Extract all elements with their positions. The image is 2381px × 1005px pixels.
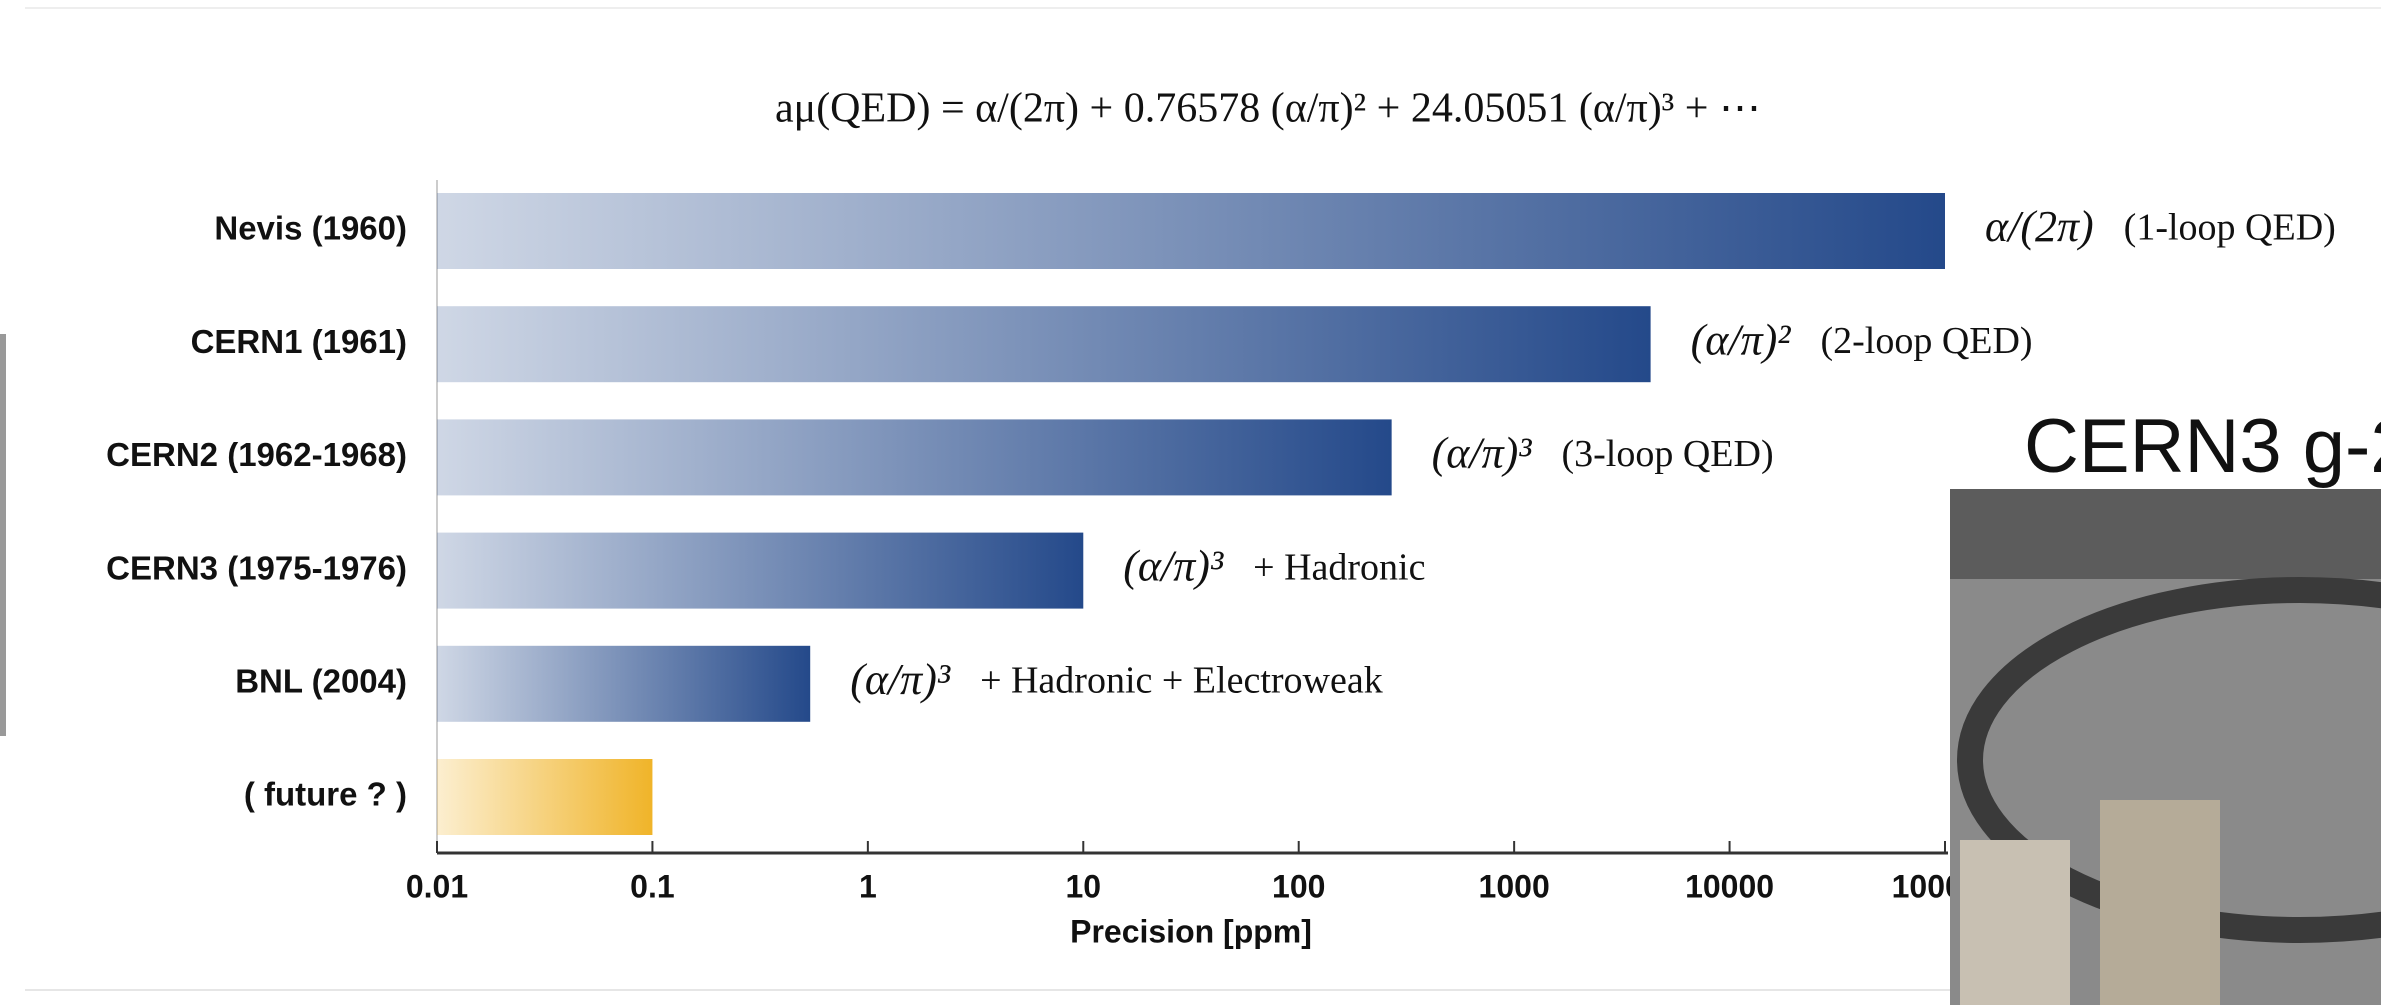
side-frame (0, 334, 6, 736)
bar (437, 306, 1651, 382)
x-tick-label: 10000 (1685, 868, 1774, 904)
bar (437, 193, 1945, 269)
x-tick-label: 1000 (1479, 868, 1550, 904)
annotation-note: (2-loop QED) (1820, 320, 2032, 362)
category-label: BNL (2004) (235, 663, 407, 700)
x-axis-label: Precision [ppm] (1070, 913, 1312, 949)
x-tick-label: 10 (1065, 868, 1101, 904)
annotation-note: (1-loop QED) (2124, 207, 2336, 249)
annotation-term: (α/π)³ (850, 655, 951, 704)
annotation-note: + Hadronic (1253, 546, 1425, 588)
photo-crate (2100, 800, 2220, 1005)
bar (437, 646, 810, 722)
x-tick-label: 1 (859, 868, 877, 904)
category-label: ( future ? ) (244, 776, 407, 813)
chart-title: aμ(QED) = α/(2π) + 0.76578 (α/π)² + 24.0… (775, 86, 1761, 132)
annotation-term: α/(2π) (1985, 202, 2094, 251)
annotation-term: (α/π)² (1691, 315, 1792, 364)
photo-caption: CERN3 g-2 (2024, 404, 2381, 489)
category-label: CERN3 (1975-1976) (106, 549, 407, 586)
photo-wall (1950, 489, 2381, 579)
category-label: Nevis (1960) (214, 210, 407, 247)
bar (437, 759, 652, 835)
photo (1950, 489, 2381, 1005)
x-tick-label: 100 (1272, 868, 1325, 904)
photo-stairs (1960, 840, 2070, 1005)
annotation-term: (α/π)³ (1432, 428, 1533, 477)
category-label: CERN2 (1962-1968) (106, 436, 407, 473)
bar (437, 419, 1392, 495)
annotation-note: (3-loop QED) (1562, 433, 1774, 475)
x-tick-label: 0.01 (406, 868, 468, 904)
bar (437, 533, 1083, 609)
chart: aμ(QED) = α/(2π) + 0.76578 (α/π)² + 24.0… (0, 0, 2381, 1005)
annotation-note: + Hadronic + Electroweak (980, 660, 1383, 702)
x-tick-label: 0.1 (630, 868, 674, 904)
category-label: CERN1 (1961) (191, 323, 407, 360)
annotation-term: (α/π)³ (1123, 542, 1224, 591)
